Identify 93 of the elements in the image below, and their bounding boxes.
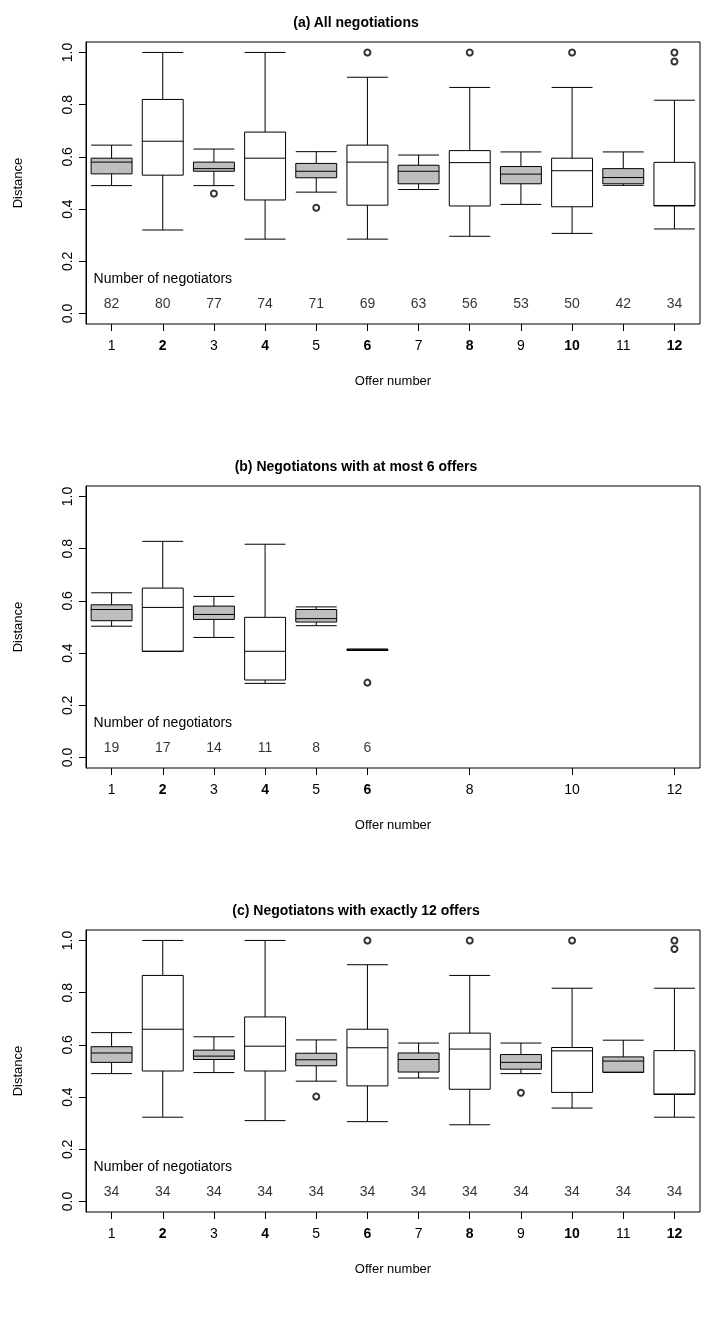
annotation: 34 bbox=[666, 1183, 683, 1200]
x-tick-label: 11 bbox=[615, 1225, 631, 1241]
y-axis-title: Distance bbox=[10, 1045, 25, 1097]
x-tick-label: 12 bbox=[666, 337, 683, 353]
x-tick-label: 4 bbox=[261, 337, 270, 353]
x-tick-label: 6 bbox=[363, 337, 372, 353]
annotation: 34 bbox=[206, 1183, 222, 1200]
x-tick-label: 5 bbox=[312, 337, 321, 353]
annotation: 19 bbox=[103, 739, 120, 756]
y-tick-label: 0.6 bbox=[59, 146, 75, 167]
annotation: 56 bbox=[461, 295, 478, 312]
x-axis-title: Offer number bbox=[354, 817, 432, 832]
annotation: Number of negotiators bbox=[93, 269, 233, 286]
x-tick-label: 10 bbox=[564, 781, 581, 797]
y-tick-label: 0.2 bbox=[59, 251, 75, 272]
annotation: Number of negotiators bbox=[93, 713, 233, 730]
x-tick-label: 6 bbox=[363, 1225, 372, 1241]
annotation: 63 bbox=[410, 295, 427, 312]
annotation: 34 bbox=[564, 1183, 581, 1200]
y-tick-label: 0.2 bbox=[59, 695, 75, 716]
annotation: 34 bbox=[410, 1183, 427, 1200]
x-tick-label: 8 bbox=[465, 1225, 474, 1241]
y-tick-label: 0.8 bbox=[59, 982, 75, 1003]
annotation: 34 bbox=[513, 1183, 529, 1200]
annotation: 34 bbox=[257, 1183, 274, 1200]
x-tick-label: 3 bbox=[210, 781, 219, 797]
chart-title: (b) Negotiatons with at most 6 offers bbox=[234, 458, 478, 474]
x-tick-label: 3 bbox=[210, 1225, 219, 1241]
annotation: 34 bbox=[308, 1183, 325, 1200]
x-tick-label: 7 bbox=[414, 1225, 423, 1241]
annotation: 77 bbox=[206, 295, 222, 312]
annotation: 34 bbox=[154, 1183, 171, 1200]
x-tick-label: 12 bbox=[666, 781, 683, 797]
y-tick-label: 0.2 bbox=[59, 1139, 75, 1160]
annotation: 6 bbox=[363, 739, 372, 756]
y-tick-label: 0.6 bbox=[59, 590, 75, 611]
chart-title: (c) Negotiatons with exactly 12 offers bbox=[232, 902, 480, 918]
x-tick-label: 8 bbox=[465, 337, 474, 353]
annotation: 34 bbox=[615, 1183, 632, 1200]
annotation: 74 bbox=[257, 295, 274, 312]
annotation: 82 bbox=[103, 295, 120, 312]
y-axis-title: Distance bbox=[10, 157, 25, 209]
annotation: Number of negotiators bbox=[93, 1157, 233, 1174]
x-tick-label: 3 bbox=[210, 337, 219, 353]
x-tick-label: 4 bbox=[261, 781, 270, 797]
annotation: 34 bbox=[359, 1183, 376, 1200]
x-tick-label: 9 bbox=[517, 1225, 526, 1241]
y-tick-label: 1.0 bbox=[59, 42, 75, 63]
y-axis-title: Distance bbox=[10, 601, 25, 653]
y-tick-label: 0.4 bbox=[59, 643, 75, 663]
y-tick-label: 0.4 bbox=[59, 199, 75, 219]
x-tick-label: 6 bbox=[363, 781, 372, 797]
y-tick-label: 0.4 bbox=[59, 1087, 75, 1107]
x-tick-label: 5 bbox=[312, 781, 321, 797]
chart-title: (a) All negotiations bbox=[293, 14, 419, 30]
x-tick-label: 9 bbox=[517, 337, 526, 353]
x-tick-label: 1 bbox=[107, 337, 116, 353]
x-tick-label: 10 bbox=[564, 1225, 581, 1241]
y-tick-label: 0.6 bbox=[59, 1034, 75, 1055]
annotation: 42 bbox=[615, 295, 632, 312]
y-tick-label: 0.0 bbox=[59, 303, 75, 324]
annotation: 34 bbox=[103, 1183, 120, 1200]
y-tick-label: 0.8 bbox=[59, 538, 75, 559]
annotation: 11 bbox=[257, 739, 273, 756]
x-tick-label: 4 bbox=[261, 1225, 270, 1241]
y-tick-label: 1.0 bbox=[59, 486, 75, 507]
y-tick-label: 0.0 bbox=[59, 1191, 75, 1212]
x-tick-label: 8 bbox=[465, 781, 474, 797]
x-tick-label: 1 bbox=[107, 781, 116, 797]
annotation: 69 bbox=[359, 295, 376, 312]
y-tick-label: 0.0 bbox=[59, 747, 75, 768]
x-tick-label: 2 bbox=[158, 1225, 167, 1241]
x-tick-label: 12 bbox=[666, 1225, 683, 1241]
x-tick-label: 5 bbox=[312, 1225, 321, 1241]
annotation: 8 bbox=[312, 739, 321, 756]
annotation: 34 bbox=[666, 295, 683, 312]
y-tick-label: 0.8 bbox=[59, 94, 75, 115]
annotation: 71 bbox=[308, 295, 325, 312]
x-tick-label: 2 bbox=[158, 781, 167, 797]
x-tick-label: 2 bbox=[158, 337, 167, 353]
annotation: 14 bbox=[206, 739, 222, 756]
annotation: 50 bbox=[564, 295, 581, 312]
x-axis-title: Offer number bbox=[354, 373, 432, 388]
x-axis-title: Offer number bbox=[354, 1261, 432, 1276]
x-tick-label: 1 bbox=[107, 1225, 116, 1241]
x-tick-label: 11 bbox=[615, 337, 631, 353]
annotation: 17 bbox=[154, 739, 171, 756]
x-tick-label: 7 bbox=[414, 337, 423, 353]
annotation: 80 bbox=[154, 295, 171, 312]
y-tick-label: 1.0 bbox=[59, 930, 75, 951]
annotation: 53 bbox=[513, 295, 529, 312]
x-tick-label: 10 bbox=[564, 337, 581, 353]
annotation: 34 bbox=[461, 1183, 478, 1200]
